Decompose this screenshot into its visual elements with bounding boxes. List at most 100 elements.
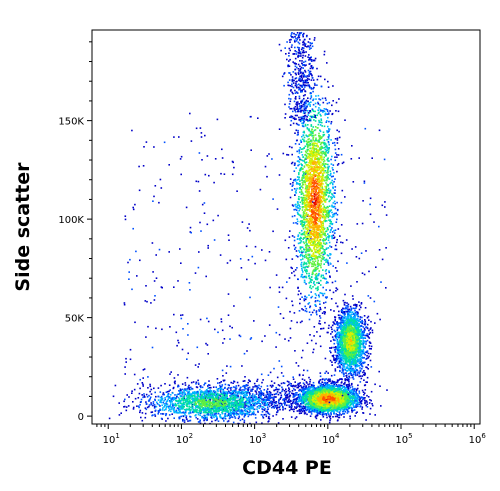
data-point: [153, 299, 156, 301]
data-point: [308, 222, 310, 224]
data-point: [305, 385, 307, 387]
data-point: [268, 324, 271, 326]
data-point: [203, 202, 206, 204]
data-point: [336, 241, 338, 244]
data-point: [325, 242, 328, 245]
data-point: [307, 178, 310, 180]
data-point: [308, 186, 311, 188]
data-point: [315, 311, 318, 314]
data-point: [316, 257, 319, 260]
data-point: [309, 219, 311, 222]
data-point: [348, 383, 351, 385]
data-point: [318, 233, 321, 235]
data-point: [273, 393, 276, 396]
data-point: [310, 339, 313, 342]
data-point: [356, 393, 358, 395]
data-point: [324, 243, 327, 245]
data-point: [310, 214, 313, 216]
data-point: [305, 214, 308, 216]
data-point: [322, 210, 325, 212]
data-point: [176, 395, 178, 398]
data-point: [320, 224, 323, 227]
data-point: [305, 170, 308, 173]
data-point: [301, 378, 304, 380]
data-point: [310, 215, 312, 217]
data-point: [321, 172, 324, 175]
data-point: [317, 264, 320, 266]
data-point: [322, 169, 325, 172]
data-point: [304, 150, 307, 153]
data-point: [301, 122, 303, 125]
data-point: [296, 405, 298, 407]
data-point: [319, 214, 322, 217]
data-point: [368, 355, 370, 358]
data-point: [369, 297, 372, 299]
data-point: [240, 411, 242, 413]
data-point: [317, 234, 320, 237]
data-point: [327, 206, 329, 209]
data-point: [327, 125, 329, 128]
data-point: [385, 214, 388, 216]
data-point: [310, 194, 312, 196]
data-point: [297, 201, 299, 203]
data-point: [300, 193, 303, 195]
data-point: [318, 107, 320, 109]
data-point: [270, 380, 273, 383]
data-point: [306, 224, 308, 226]
data-point: [322, 161, 325, 163]
data-point: [304, 226, 307, 229]
data-point: [330, 139, 332, 141]
data-point: [269, 371, 272, 374]
data-point: [318, 300, 321, 303]
data-point: [314, 171, 316, 173]
data-point: [297, 235, 299, 238]
data-point: [312, 87, 314, 90]
data-point: [328, 160, 330, 162]
data-point: [275, 331, 278, 334]
data-point: [358, 403, 361, 405]
data-point: [129, 358, 132, 361]
data-point: [180, 262, 182, 264]
data-point: [301, 216, 303, 219]
data-point: [300, 250, 303, 252]
data-point: [323, 156, 325, 159]
data-point: [318, 224, 320, 227]
data-point: [310, 178, 313, 181]
data-point: [262, 398, 264, 400]
data-point: [330, 412, 332, 414]
data-point: [328, 415, 330, 417]
data-point: [324, 321, 326, 324]
data-point: [305, 203, 308, 206]
data-point: [236, 412, 238, 415]
data-point: [319, 216, 322, 219]
data-point: [314, 208, 316, 211]
data-point: [314, 161, 317, 164]
data-point: [322, 247, 324, 250]
data-point: [213, 181, 215, 184]
data-point: [293, 188, 296, 190]
data-point: [321, 247, 323, 250]
data-point: [323, 256, 325, 259]
data-point: [245, 384, 248, 386]
data-point: [309, 105, 311, 107]
data-point: [327, 187, 330, 190]
data-point: [295, 362, 298, 364]
data-point: [304, 183, 307, 186]
data-point: [301, 222, 303, 225]
data-point: [315, 278, 317, 281]
data-point: [319, 198, 321, 200]
data-point: [323, 302, 325, 304]
data-point: [314, 120, 317, 122]
data-point: [320, 328, 322, 330]
data-point: [292, 394, 295, 397]
data-point: [304, 281, 306, 284]
data-point: [324, 357, 327, 360]
data-point: [318, 212, 320, 215]
data-point: [333, 374, 336, 376]
data-point: [296, 179, 299, 181]
data-point: [302, 183, 304, 186]
data-point: [302, 233, 305, 236]
data-point: [278, 333, 281, 336]
data-point: [321, 156, 323, 159]
data-point: [318, 309, 320, 311]
